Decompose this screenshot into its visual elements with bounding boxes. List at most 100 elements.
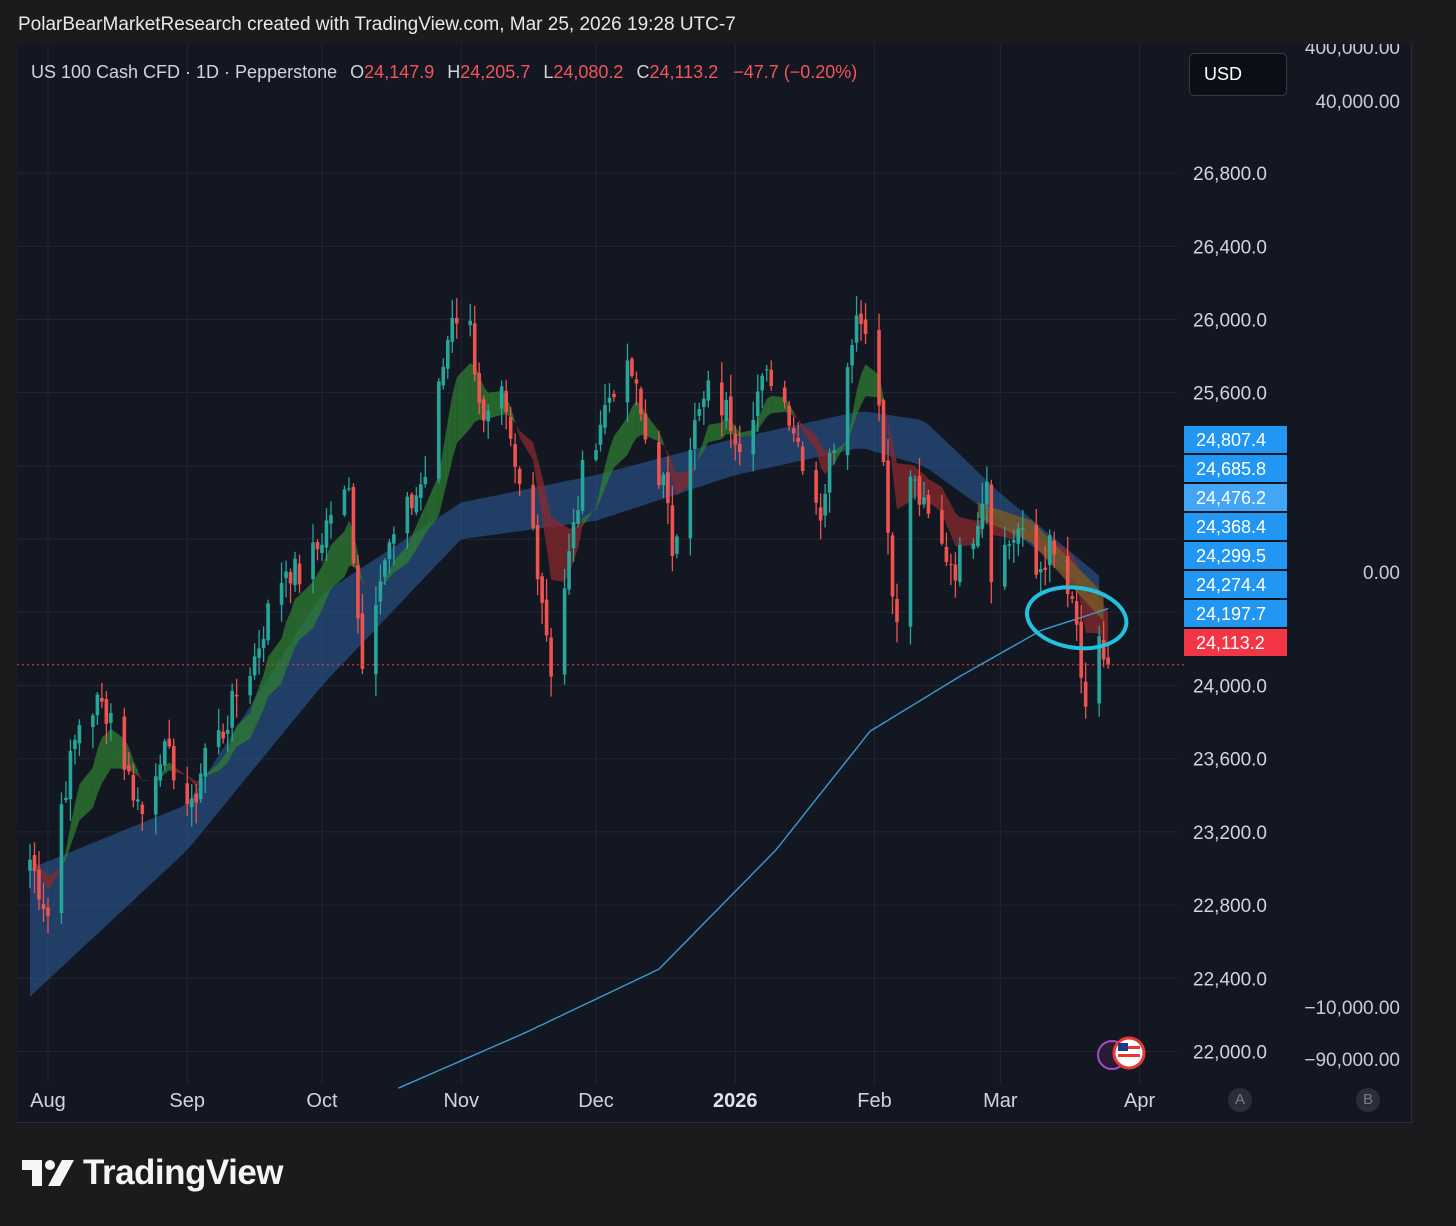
candle-body xyxy=(410,494,414,509)
candle-25 xyxy=(185,766,190,816)
candle-6 xyxy=(64,781,68,803)
ribbon-seg-59 xyxy=(389,561,394,578)
candle-65 xyxy=(436,378,441,484)
candle-123 xyxy=(796,422,800,448)
candle-96 xyxy=(630,356,634,379)
candle-body xyxy=(657,442,661,486)
ribbon-seg-125 xyxy=(802,425,817,450)
price-tag-1: 24,807.4 xyxy=(1184,426,1287,453)
ribbon-seg-102 xyxy=(663,442,668,458)
ribbon-seg-15 xyxy=(110,728,125,769)
candle-165 xyxy=(1065,536,1070,608)
candle-body xyxy=(41,904,46,909)
symbol-legend[interactable]: US 100 Cash CFD · 1D · Pepperstone O24,1… xyxy=(31,62,857,83)
candle-52 xyxy=(351,483,356,567)
low-label: L xyxy=(543,62,554,82)
candle-86 xyxy=(567,533,571,595)
ribbon-seg-150 xyxy=(959,517,974,546)
candle-164 xyxy=(1052,531,1057,568)
scale-b-button[interactable]: B xyxy=(1356,1088,1380,1112)
candle-56 xyxy=(378,564,383,615)
candle-body xyxy=(863,319,868,335)
candle-141 xyxy=(913,475,917,500)
ribbon-seg-43 xyxy=(290,598,295,660)
ribbon-seg-45 xyxy=(299,581,313,640)
candle-85 xyxy=(562,569,567,685)
candle-body xyxy=(706,380,711,401)
candle-81 xyxy=(535,514,540,596)
candle-body xyxy=(728,396,733,432)
ribbon-seg-133 xyxy=(856,374,862,416)
candle-body xyxy=(737,443,742,453)
candle-31 xyxy=(221,723,225,744)
ribbon-seg-111 xyxy=(721,416,727,440)
candle-body xyxy=(279,582,284,605)
ribbon-seg-105 xyxy=(676,470,691,496)
ribbon-seg-32 xyxy=(223,750,228,767)
price-tag-7: 24,197.7 xyxy=(1184,600,1287,627)
candle-body xyxy=(1003,544,1007,587)
ribbon-seg-118 xyxy=(762,399,767,424)
candle-8 xyxy=(73,734,77,765)
candles xyxy=(28,295,1110,934)
ribbon-seg-80 xyxy=(519,430,534,461)
candle-body xyxy=(877,329,881,406)
candle-39 xyxy=(266,599,270,645)
candle-47 xyxy=(320,533,324,562)
ribbon-seg-101 xyxy=(658,431,664,446)
candle-body xyxy=(544,599,549,636)
candle-body xyxy=(329,514,333,524)
candle-103 xyxy=(670,485,675,572)
price-tick-label: 25,600.0 xyxy=(1193,384,1267,405)
candle-106 xyxy=(693,402,697,471)
candle-body xyxy=(800,446,805,472)
symbol-description: US 100 Cash CFD · 1D · Pepperstone xyxy=(31,62,338,82)
time-tick-label: Oct xyxy=(306,1090,338,1112)
candle-160 xyxy=(1034,508,1039,579)
ribbon-seg-139 xyxy=(892,441,897,510)
candle-61 xyxy=(410,492,414,516)
chart-panel[interactable]: 22,000.0 22,400.0 22,800.0 23,200.0 23,600.0… xyxy=(17,44,1412,1123)
candle-body xyxy=(194,793,199,803)
candle-98 xyxy=(639,386,643,421)
low-value: 24,080.2 xyxy=(553,62,624,82)
candle-33 xyxy=(230,683,234,742)
ribbon-seg-126 xyxy=(816,434,821,468)
open-value: 24,147.9 xyxy=(364,62,435,82)
candle-body xyxy=(612,393,616,398)
candle-115 xyxy=(751,401,756,472)
price-tick-label: 24,000.0 xyxy=(1193,677,1267,698)
ribbon-seg-12 xyxy=(97,737,102,795)
ribbon-seg-127 xyxy=(820,444,826,475)
candle-93 xyxy=(607,383,612,413)
tradingview-brand: TradingView xyxy=(83,1153,284,1192)
candle-158 xyxy=(1016,523,1021,556)
candle-body xyxy=(895,598,899,623)
candle-body xyxy=(257,648,261,658)
candle-144 xyxy=(926,489,931,519)
candle-9 xyxy=(77,719,82,756)
candle-34 xyxy=(234,678,239,718)
candle-body xyxy=(73,739,77,750)
ribbon-seg-95 xyxy=(614,417,628,468)
auto-scale-button[interactable]: A xyxy=(1228,1088,1252,1112)
price-chart[interactable]: 22,000.0 22,400.0 22,800.0 23,200.0 23,600.0… xyxy=(17,44,1411,1122)
ribbon-seg-107 xyxy=(694,453,700,469)
candle-body xyxy=(917,475,922,505)
time-tick-label: Sep xyxy=(169,1090,205,1112)
ribbon-seg-38 xyxy=(259,674,264,719)
candle-130 xyxy=(845,362,850,470)
candle-body xyxy=(567,551,571,590)
candle-body xyxy=(216,730,221,747)
ribbon-seg-41 xyxy=(281,621,287,683)
candle-body xyxy=(95,694,100,716)
candle-body xyxy=(517,468,522,485)
candle-91 xyxy=(598,410,603,452)
candle-body xyxy=(913,479,917,481)
candle-body xyxy=(234,694,239,697)
ribbon-seg-79 xyxy=(515,421,520,438)
ribbon-seg-104 xyxy=(672,464,677,496)
candle-body xyxy=(324,520,329,548)
currency-button[interactable]: USD xyxy=(1189,53,1287,96)
candle-71 xyxy=(472,305,477,382)
